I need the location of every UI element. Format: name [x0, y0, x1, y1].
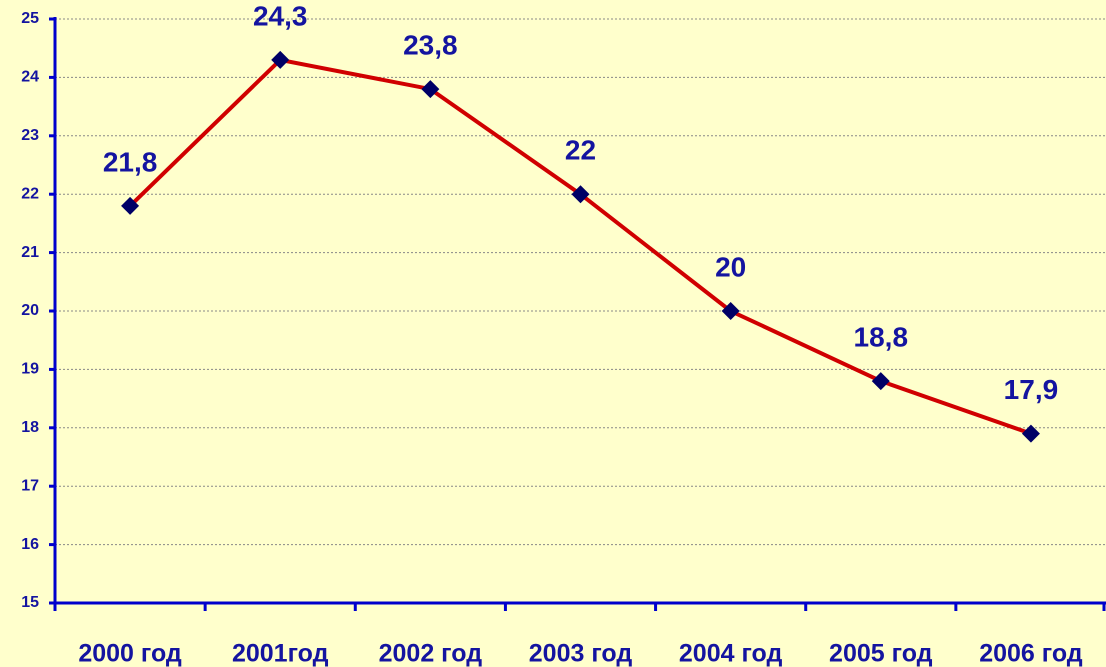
marker — [121, 196, 140, 215]
x-tick-label: 2006 год — [979, 640, 1083, 667]
y-tick-label: 24 — [21, 69, 39, 86]
value-label: 24,3 — [253, 0, 308, 31]
value-label: 22 — [565, 135, 596, 166]
marker — [271, 50, 290, 69]
line — [128, 57, 1032, 436]
value-label: 17,9 — [1004, 374, 1059, 405]
y-tick-label: 17 — [21, 477, 39, 494]
value-label: 20 — [715, 251, 746, 282]
y-tick-label: 23 — [21, 127, 39, 144]
x-tick-label: 2005 год — [829, 640, 933, 667]
x-tick-label: 2000 год — [78, 640, 182, 667]
x-tick-label: 2003 год — [529, 640, 633, 667]
x-tick-label: 2001год — [232, 640, 329, 667]
y-tick-label: 22 — [21, 185, 39, 202]
y-tick-label: 25 — [21, 10, 39, 27]
value-label: 23,8 — [403, 29, 458, 60]
x-tick-label: 2004 год — [679, 640, 783, 667]
marker — [721, 302, 740, 320]
y-tick-label: 16 — [21, 536, 39, 553]
y-tick-label: 20 — [21, 302, 39, 319]
y-tick-label: 19 — [21, 361, 39, 378]
marker — [871, 372, 890, 391]
value-label: 18,8 — [854, 321, 909, 352]
marker — [1021, 424, 1040, 443]
y-tick-label: 21 — [21, 244, 39, 261]
marker — [421, 80, 440, 99]
y-tick-label: 15 — [21, 594, 39, 611]
x-tick-label: 2002 год — [379, 640, 483, 667]
y-tick-label: 18 — [21, 419, 39, 436]
value-label: 21,8 — [103, 146, 158, 177]
marker — [571, 185, 590, 204]
